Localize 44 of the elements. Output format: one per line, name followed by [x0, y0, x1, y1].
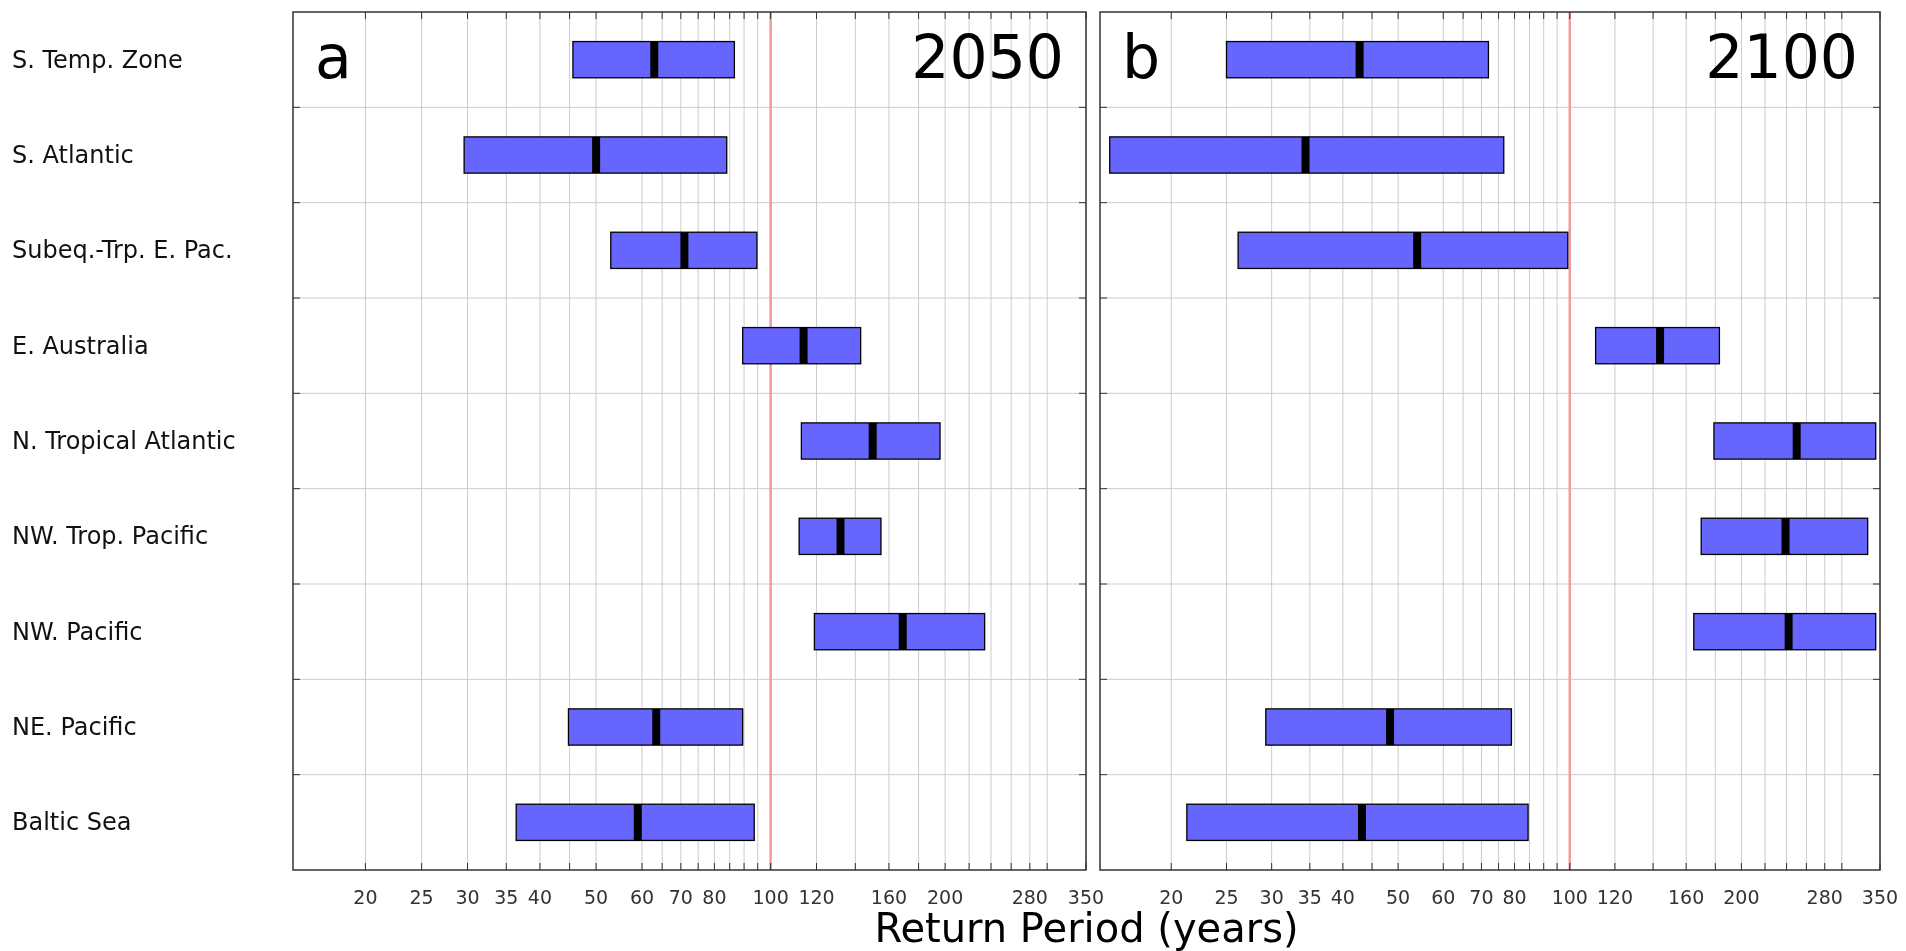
x-tick-label: 20 [1159, 886, 1184, 908]
x-tick-label: 120 [798, 886, 835, 908]
x-tick-label: 60 [629, 886, 655, 908]
x-tick-label: 30 [1259, 886, 1284, 908]
x-tick-label: 20 [353, 886, 378, 908]
annotation: a [315, 22, 352, 92]
x-tick-label: 120 [1596, 886, 1634, 908]
y-tick-label: NE. Pacific [12, 713, 137, 741]
x-tick-label: 80 [702, 886, 727, 908]
x-tick-label: 200 [1723, 886, 1760, 908]
x-tick-label: 60 [1431, 886, 1456, 908]
x-tick-label: 50 [584, 886, 609, 908]
x-tick-label: 25 [409, 886, 434, 908]
y-tick-label: S. Temp. Zone [12, 45, 183, 74]
x-tick-label: 35 [1297, 886, 1322, 908]
x-tick-label: 40 [1330, 886, 1355, 908]
y-tick-label: Subeq.-Trp. E. Pac. [12, 236, 233, 265]
y-tick-label: N. Tropical Atlantic [12, 427, 236, 455]
chart-title: 2100 [1705, 22, 1858, 92]
x-tick-label: 280 [1806, 886, 1843, 908]
x-tick-label: 200 [926, 886, 964, 908]
x-tick-label: 35 [494, 886, 519, 908]
x-tick-label: 40 [527, 886, 553, 908]
x-tick-label: 280 [1011, 886, 1048, 908]
x-tick-label: 70 [668, 886, 693, 908]
x-tick-label: 100 [752, 886, 789, 908]
x-tick-label: 70 [1469, 886, 1494, 908]
x-tick-label: 350 [1861, 886, 1899, 908]
x-tick-label: 50 [1386, 886, 1411, 908]
x-axis-title: Return Period (years) [874, 905, 1299, 951]
y-tick-label: E. Australia [12, 331, 149, 360]
x-tick-label: 350 [1067, 886, 1105, 908]
y-tick-label: NW. Trop. Pacific [12, 522, 209, 551]
y-tick-label: NW. Pacific [12, 617, 143, 646]
x-tick-label: 160 [1668, 886, 1705, 908]
x-tick-label: 30 [455, 886, 480, 908]
y-tick-label: Baltic Sea [12, 808, 132, 837]
annotation: b [1122, 22, 1161, 92]
x-tick-label: 25 [1214, 886, 1239, 908]
x-tick-label: 160 [870, 886, 908, 908]
x-tick-label: 80 [1502, 886, 1527, 908]
x-tick-label: 100 [1551, 886, 1588, 908]
chart-title: 2050 [911, 22, 1064, 92]
y-tick-label: S. Atlantic [12, 141, 134, 169]
